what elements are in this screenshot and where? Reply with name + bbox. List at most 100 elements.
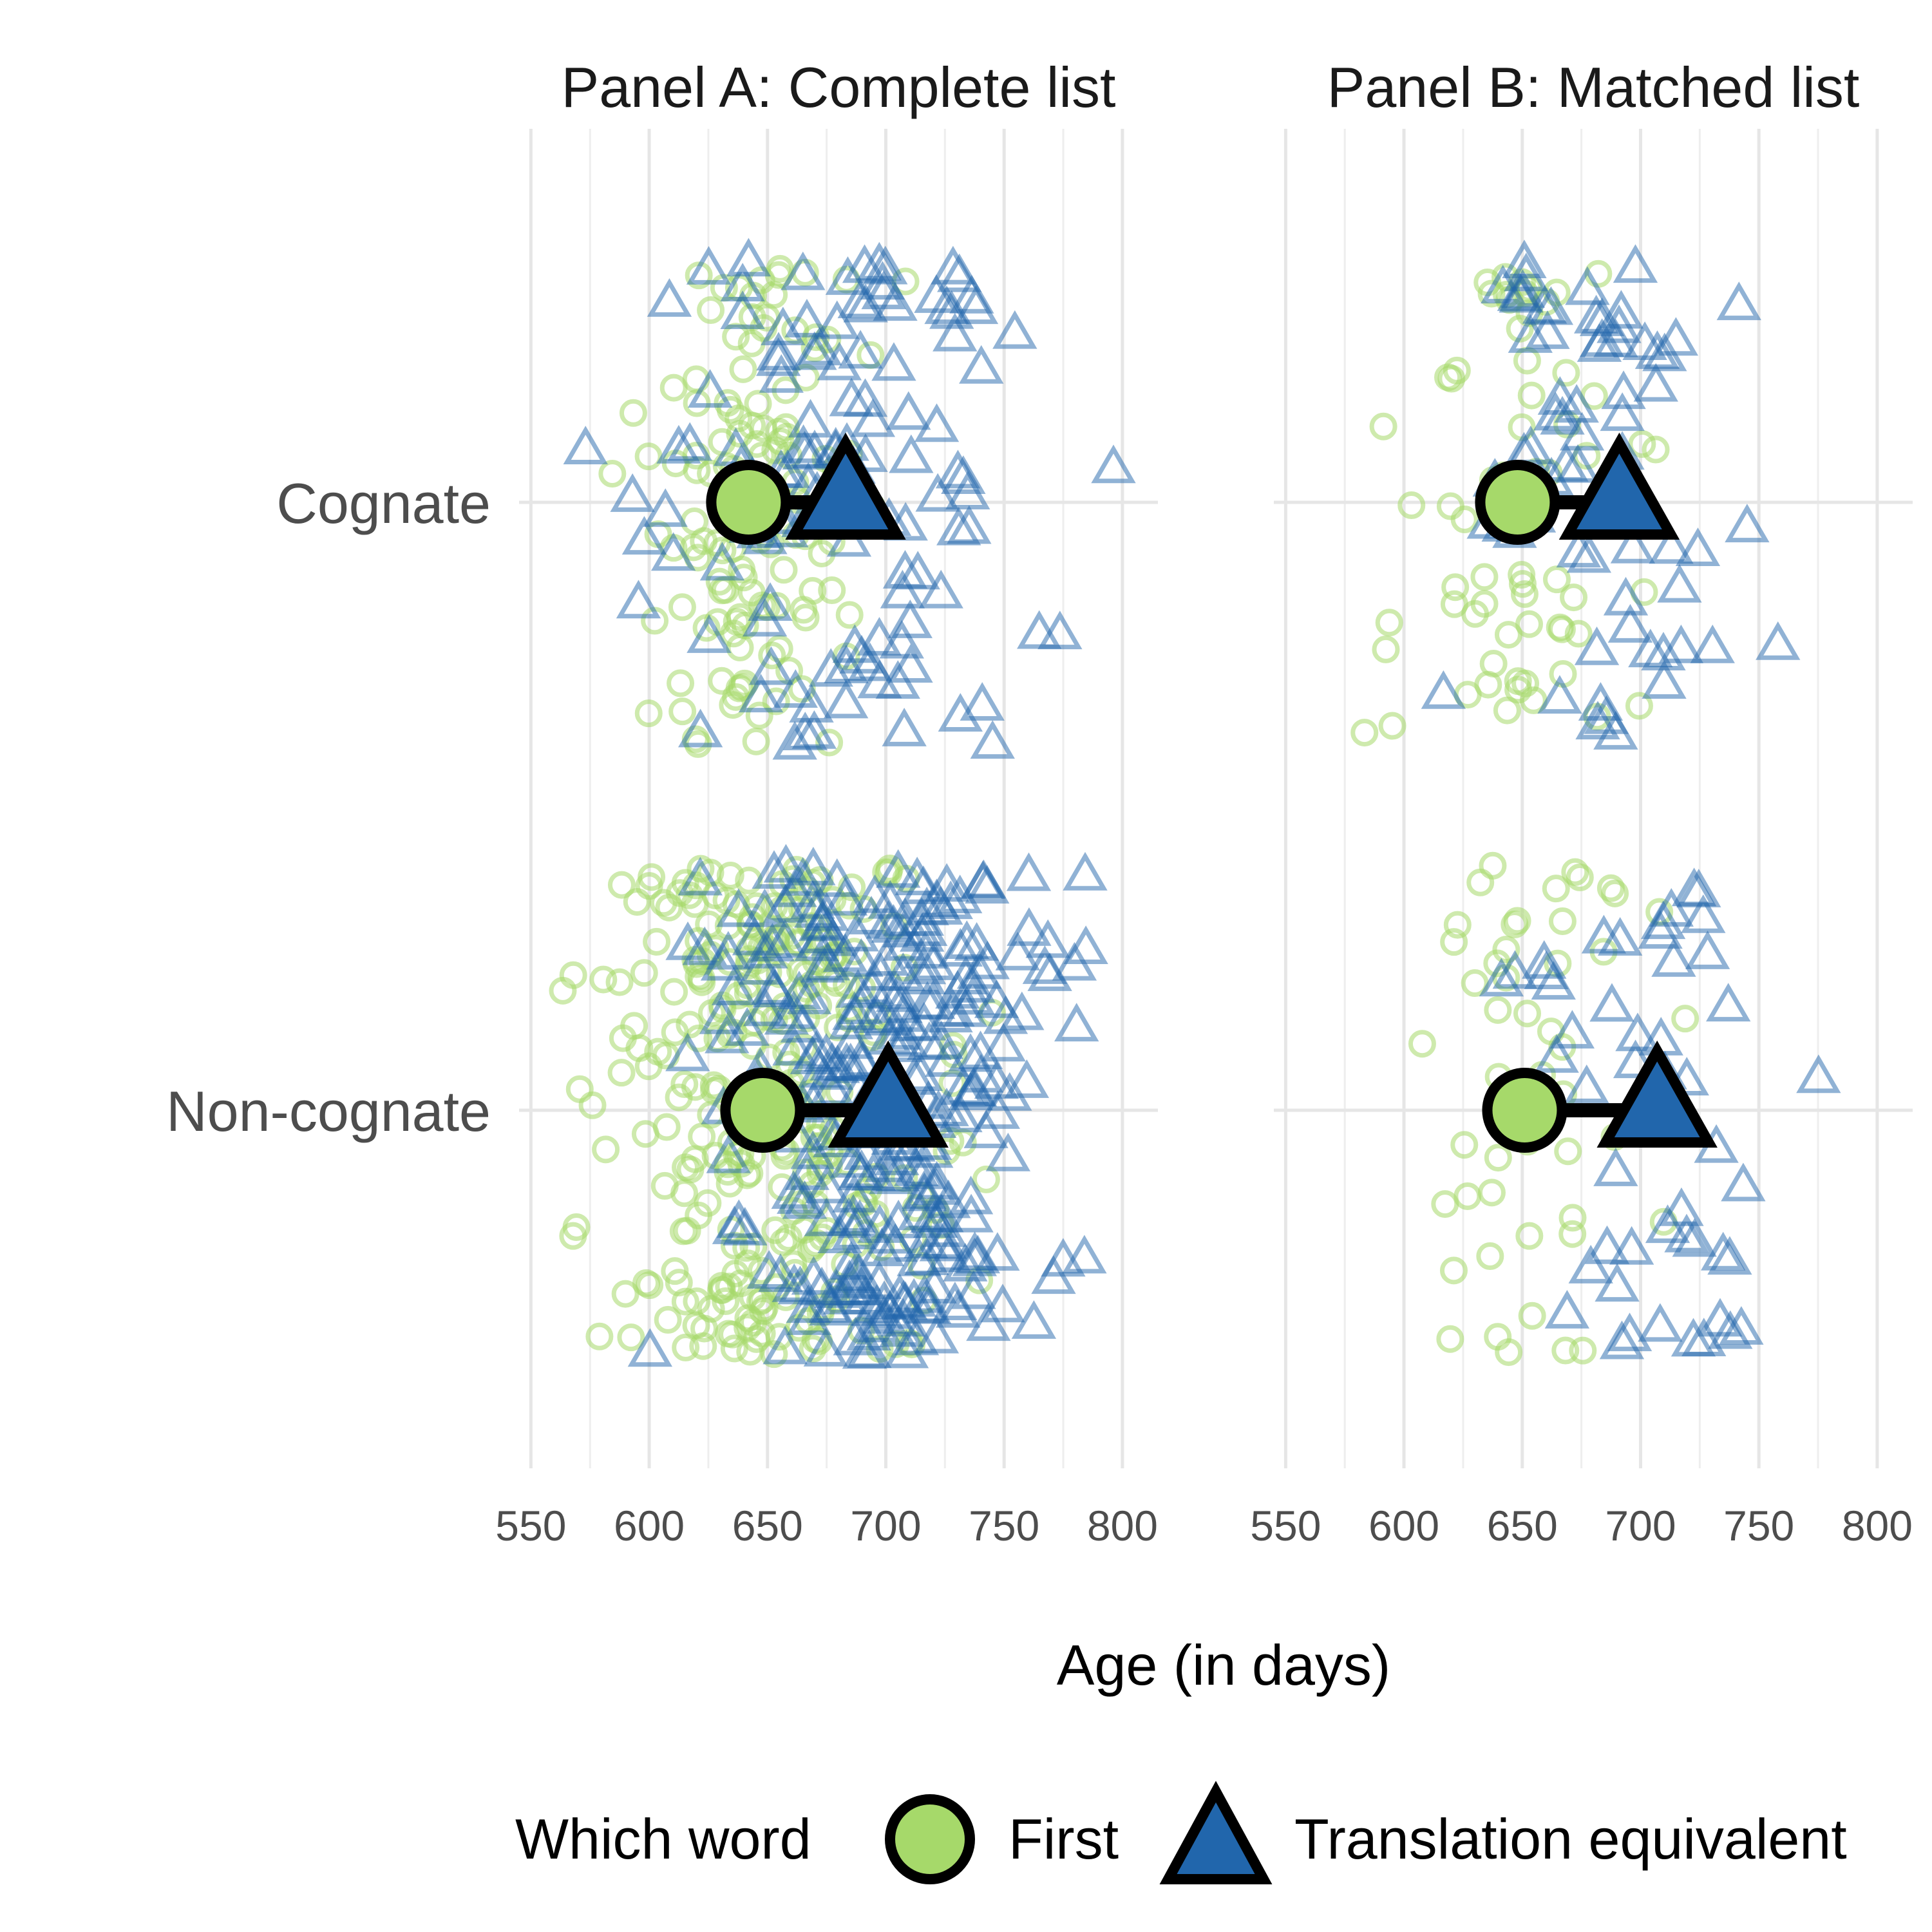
translation-point — [748, 646, 794, 685]
first-word-point — [630, 959, 658, 987]
first-word-point — [668, 697, 697, 726]
translation-point — [895, 551, 940, 590]
translation-point — [902, 1274, 947, 1313]
first-word-point — [799, 1334, 827, 1363]
translation-point — [832, 991, 877, 1030]
translation-point — [643, 488, 688, 527]
translation-point — [1638, 910, 1683, 949]
translation-point — [878, 1023, 923, 1063]
translation-point — [1091, 444, 1136, 484]
first-word-point — [1569, 1336, 1597, 1365]
translation-point — [761, 307, 806, 346]
first-word-point — [585, 1322, 614, 1350]
first-word-mean-marker — [1475, 460, 1560, 545]
first-word-point — [1517, 381, 1546, 410]
translation-point — [948, 1033, 993, 1072]
first-word-point — [714, 389, 742, 417]
y-tick-non-cognate: Non-cognate — [166, 1079, 491, 1143]
translation-point — [859, 1227, 905, 1267]
first-word-point — [672, 1333, 700, 1361]
translation-point — [686, 245, 732, 285]
translation-point — [985, 1132, 1031, 1171]
translation-point — [1555, 444, 1600, 483]
first-word-point — [1515, 1222, 1544, 1250]
x-tick-label: 650 — [732, 1502, 803, 1549]
first-word-point — [671, 1287, 699, 1316]
translation-point — [987, 1072, 1032, 1111]
first-word-point — [1492, 936, 1520, 964]
translation-point — [838, 938, 884, 977]
translation-point — [902, 1172, 947, 1211]
translation-point — [1063, 851, 1108, 891]
first-word-point — [1470, 590, 1499, 618]
first-word-point — [815, 728, 844, 757]
translation-point — [786, 1296, 831, 1335]
first-word-point — [659, 374, 688, 402]
translation-point — [880, 569, 925, 609]
translation-point — [915, 473, 960, 512]
first-word-point — [762, 687, 790, 715]
translation-point — [842, 244, 887, 283]
translation-point — [799, 914, 844, 954]
first-word-point — [687, 855, 715, 883]
first-word-point — [559, 961, 587, 989]
first-word-point — [720, 1334, 748, 1363]
translation-point — [918, 569, 963, 609]
first-word-point — [652, 1113, 681, 1141]
first-word-point — [667, 669, 695, 697]
translation-point — [1508, 314, 1553, 353]
translation-point — [825, 256, 871, 295]
translation-point — [1725, 504, 1770, 543]
translation-point — [724, 1007, 770, 1046]
translation-point — [1559, 412, 1605, 451]
translation-point — [1633, 363, 1678, 402]
translation-point — [864, 937, 909, 976]
translation-point — [1004, 1059, 1050, 1098]
first-word-point — [1461, 969, 1489, 998]
translation-point — [786, 976, 832, 1014]
first-word-point — [1554, 1137, 1582, 1166]
translation-point — [777, 971, 822, 1010]
translation-point — [711, 966, 757, 1005]
translation-point — [935, 450, 981, 489]
first-word-point — [592, 1135, 620, 1164]
translation-point — [831, 1194, 876, 1233]
translation-point — [750, 922, 795, 961]
translation-point — [975, 1232, 1020, 1271]
translation-point — [943, 1242, 988, 1282]
translation-point — [732, 916, 777, 956]
translation-point — [758, 1253, 803, 1293]
translation-point — [1681, 1318, 1727, 1357]
translation-point — [782, 1180, 828, 1219]
translation-point — [792, 331, 837, 370]
first-word-point — [1511, 669, 1540, 697]
translation-point — [752, 969, 798, 1007]
translation-point — [799, 1266, 844, 1305]
translation-point — [1537, 675, 1582, 714]
first-word-point — [644, 1037, 672, 1066]
legend: Which word First Translation equivalent — [515, 1781, 1847, 1884]
first-word-point — [565, 1075, 594, 1103]
translation-point — [687, 614, 732, 653]
translation-point — [805, 942, 850, 981]
translation-point — [878, 984, 923, 1023]
translation-point — [954, 922, 999, 961]
translation-point — [980, 1283, 1025, 1323]
legend-title: Which word — [515, 1807, 811, 1871]
translation-point — [958, 1030, 1003, 1070]
translation-point — [1554, 384, 1599, 423]
translation-point — [852, 874, 898, 913]
translation-point — [616, 580, 661, 619]
translation-point — [1701, 1231, 1746, 1271]
translation-point — [677, 708, 723, 748]
first-word-point — [1397, 491, 1426, 520]
first-word-point — [749, 414, 777, 442]
translation-point — [1534, 1034, 1579, 1073]
translation-mean-marker — [1596, 1040, 1718, 1148]
translation-point — [762, 919, 808, 958]
translation-point — [1565, 266, 1610, 305]
first-word-point — [1450, 506, 1479, 534]
translation-point — [1006, 852, 1052, 891]
first-word-point — [1671, 1005, 1700, 1033]
translation-point — [860, 261, 905, 300]
